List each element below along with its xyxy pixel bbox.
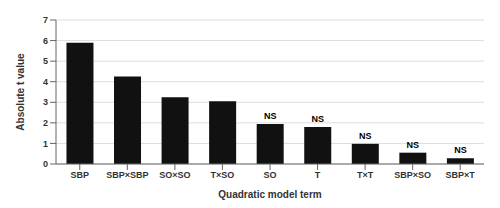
svg-text:Quadratic model term: Quadratic model term [218, 189, 321, 200]
svg-text:7: 7 [43, 15, 48, 25]
svg-text:Absolute t value: Absolute t value [15, 53, 26, 131]
svg-text:SBP×SBP: SBP×SBP [106, 170, 148, 180]
svg-text:2: 2 [43, 118, 48, 128]
svg-text:SO×SO: SO×SO [159, 170, 190, 180]
svg-text:SBP×T: SBP×T [446, 170, 476, 180]
svg-text:T: T [315, 170, 321, 180]
svg-text:T×T: T×T [357, 170, 374, 180]
svg-text:NS: NS [264, 111, 277, 121]
svg-text:NS: NS [359, 131, 372, 141]
svg-text:T×SO: T×SO [211, 170, 235, 180]
svg-text:4: 4 [43, 77, 48, 87]
svg-text:NS: NS [454, 145, 467, 155]
svg-text:SBP: SBP [71, 170, 90, 180]
svg-text:0: 0 [43, 159, 48, 169]
svg-text:6: 6 [43, 36, 48, 46]
svg-text:5: 5 [43, 56, 48, 66]
svg-text:SBP×SO: SBP×SO [394, 170, 431, 180]
svg-text:NS: NS [311, 114, 324, 124]
svg-text:NS: NS [407, 140, 420, 150]
svg-text:SO: SO [263, 170, 276, 180]
svg-text:1: 1 [43, 139, 48, 149]
svg-text:3: 3 [43, 97, 48, 107]
